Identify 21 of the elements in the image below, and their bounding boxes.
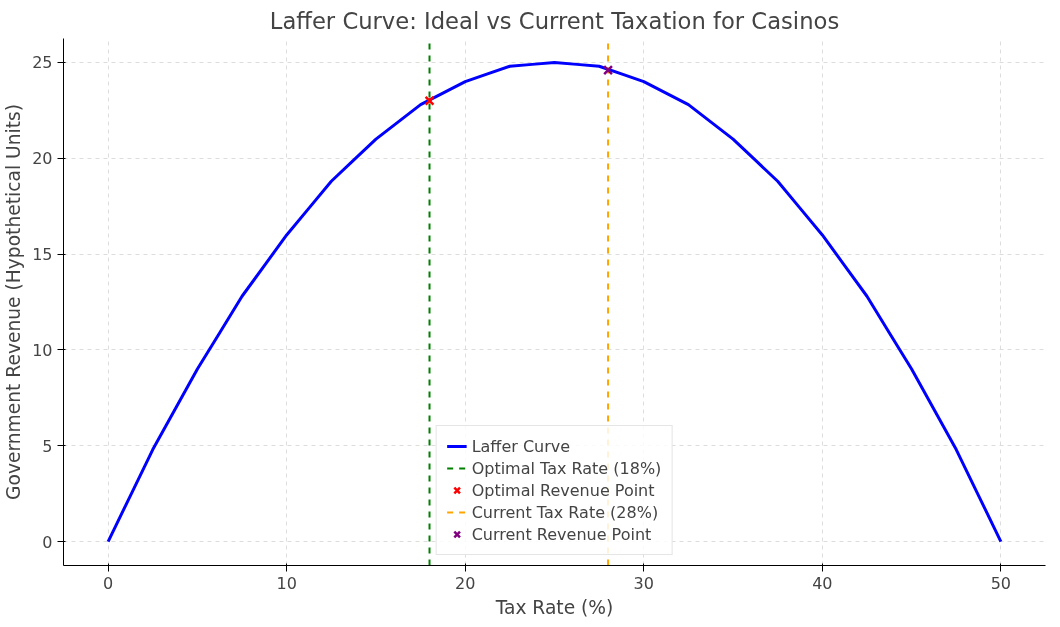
y-tick-label: 20 [32, 149, 53, 169]
chart-title: Laffer Curve: Ideal vs Current Taxation for Casinos [269, 7, 840, 34]
y-tick-label: 0 [42, 532, 53, 552]
y-tick-label: 5 [42, 436, 53, 456]
x-tick-label: 50 [990, 573, 1012, 593]
line-series [106, 60, 1003, 544]
x-tick-label: 10 [276, 573, 297, 593]
x-axis-title: Tax Rate (%) [494, 596, 614, 618]
x-tick-label: 40 [812, 573, 833, 593]
legend-label: Laffer Curve [471, 436, 571, 456]
x-tick-label: 20 [455, 573, 476, 593]
y-tick-label: 10 [32, 340, 53, 360]
y-tick-label: 15 [32, 245, 53, 265]
legend-label: Current Revenue Point [471, 524, 652, 544]
x-tick-label: 0 [103, 573, 114, 593]
ref-line-label: Current Tax Rate (28%) [471, 502, 659, 522]
x-tick-label: 30 [633, 573, 654, 593]
legend-label: Optimal Revenue Point [471, 480, 655, 500]
ref-line-label: Optimal Tax Rate (18%) [471, 458, 662, 478]
y-axis-title: Government Revenue (Hypothetical Units) [3, 104, 25, 500]
y-tick-label: 25 [32, 53, 53, 73]
